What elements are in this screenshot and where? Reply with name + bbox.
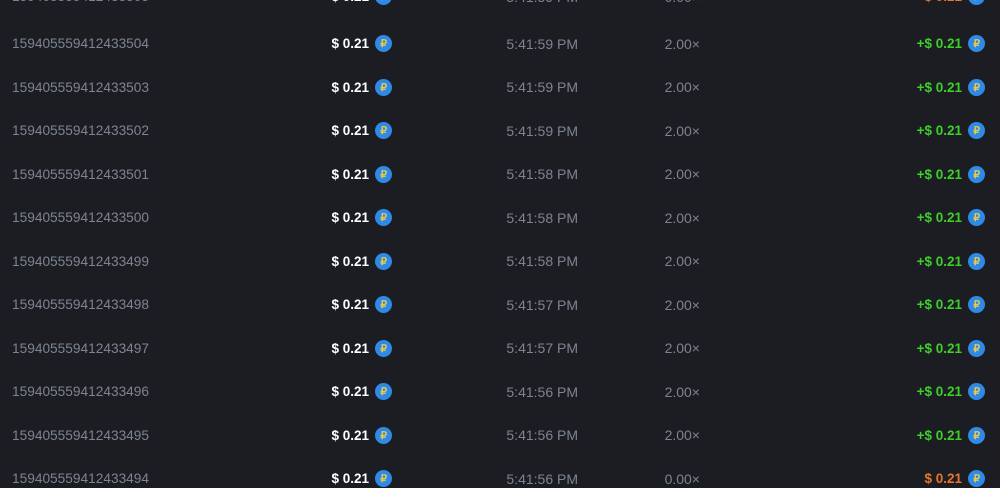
svg-text:₽: ₽ xyxy=(380,386,387,398)
svg-text:₽: ₽ xyxy=(380,299,387,311)
svg-text:₽: ₽ xyxy=(973,473,980,485)
svg-text:₽: ₽ xyxy=(380,473,387,485)
svg-text:₽: ₽ xyxy=(380,343,387,355)
svg-text:₽: ₽ xyxy=(380,38,387,50)
svg-text:₽: ₽ xyxy=(380,212,387,224)
svg-text:₽: ₽ xyxy=(973,386,980,398)
svg-text:₽: ₽ xyxy=(973,38,980,50)
svg-text:₽: ₽ xyxy=(973,256,980,268)
svg-text:₽: ₽ xyxy=(973,430,980,442)
svg-text:₽: ₽ xyxy=(380,82,387,94)
svg-text:₽: ₽ xyxy=(380,169,387,181)
svg-text:₽: ₽ xyxy=(973,299,980,311)
svg-text:₽: ₽ xyxy=(380,256,387,268)
svg-text:₽: ₽ xyxy=(973,212,980,224)
svg-text:₽: ₽ xyxy=(973,343,980,355)
svg-text:₽: ₽ xyxy=(380,0,387,3)
svg-text:₽: ₽ xyxy=(380,430,387,442)
svg-text:₽: ₽ xyxy=(973,0,980,3)
svg-text:₽: ₽ xyxy=(973,125,980,137)
svg-text:₽: ₽ xyxy=(380,125,387,137)
svg-text:₽: ₽ xyxy=(973,82,980,94)
svg-text:₽: ₽ xyxy=(973,169,980,181)
